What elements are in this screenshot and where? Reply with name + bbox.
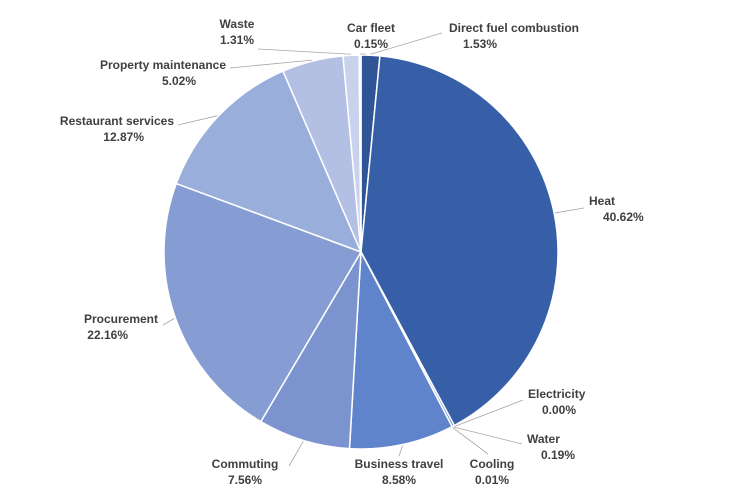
data-label-name: Commuting (212, 457, 279, 471)
data-label-value: 1.53% (463, 37, 497, 51)
data-label-value: 0.15% (354, 37, 388, 51)
leader-line-business-travel (398, 445, 403, 457)
data-label-commuting: Commuting 7.56% (212, 457, 279, 487)
data-label-value: 7.56% (228, 473, 262, 487)
pie-slice-commuting (259, 251, 362, 450)
pie-slice-car-fleet (358, 54, 362, 253)
data-label-business-travel: Business travel 8.58% (355, 457, 444, 487)
data-label-restaurant-services: Restaurant services 12.87% (60, 114, 174, 144)
leader-line-heat (555, 207, 585, 214)
pie-slice-restaurant-services (175, 70, 363, 254)
data-label-car-fleet: Car fleet 0.15% (347, 21, 395, 51)
leader-line-cooling (452, 427, 489, 455)
pie-slice-heat (360, 55, 559, 427)
data-label-name: Cooling (470, 457, 515, 471)
data-label-heat: Heat 40.62% (589, 194, 644, 224)
data-label-electricity: Electricity 0.00% (528, 387, 586, 417)
leader-line-procurement (162, 317, 175, 326)
data-labels: Direct fuel combustion 1.53% Heat 40.62% Ele… (60, 17, 644, 487)
leader-line-property-maintenance (229, 59, 313, 69)
data-label-name: Business travel (355, 457, 444, 471)
data-label-name: Water (527, 432, 560, 446)
leader-line-electricity (454, 399, 524, 427)
data-label-name: Waste (220, 17, 255, 31)
data-label-cooling: Cooling 0.01% (470, 457, 515, 487)
data-label-value: 0.01% (475, 473, 509, 487)
data-label-water: Water 0.19% (527, 432, 575, 462)
data-label-value: 40.62% (603, 210, 644, 224)
data-label-value: 22.16% (87, 328, 128, 342)
data-label-name: Electricity (528, 387, 586, 401)
data-label-value: 8.58% (382, 473, 416, 487)
data-label-name: Heat (589, 194, 615, 208)
pie-slices (163, 54, 559, 450)
data-label-name: Car fleet (347, 21, 395, 35)
leader-line-commuting (288, 441, 304, 467)
data-label-waste: Waste 1.31% (220, 17, 255, 47)
data-label-value: 0.19% (541, 448, 575, 462)
data-label-property-maintenance: Property maintenance 5.02% (100, 58, 226, 88)
data-label-value: 1.31% (220, 33, 254, 47)
leader-line-water (453, 426, 523, 445)
leader-line-waste (257, 48, 352, 55)
leader-line-restaurant-services (177, 115, 218, 126)
data-label-name: Restaurant services (60, 114, 174, 128)
data-label-procurement: Procurement 22.16% (84, 312, 158, 342)
data-label-name: Procurement (84, 312, 158, 326)
data-label-direct-fuel-combustion: Direct fuel combustion 1.53% (449, 21, 579, 51)
data-label-value: 5.02% (162, 74, 196, 88)
data-label-value: 12.87% (103, 130, 144, 144)
leader-lines (162, 32, 585, 467)
data-label-name: Property maintenance (100, 58, 226, 72)
pie-slice-business-travel (348, 249, 454, 450)
data-label-name: Direct fuel combustion (449, 21, 579, 35)
leader-line-direct-fuel-combustion (370, 32, 443, 55)
data-label-value: 0.00% (542, 403, 576, 417)
pie-slice-procurement (163, 182, 363, 423)
